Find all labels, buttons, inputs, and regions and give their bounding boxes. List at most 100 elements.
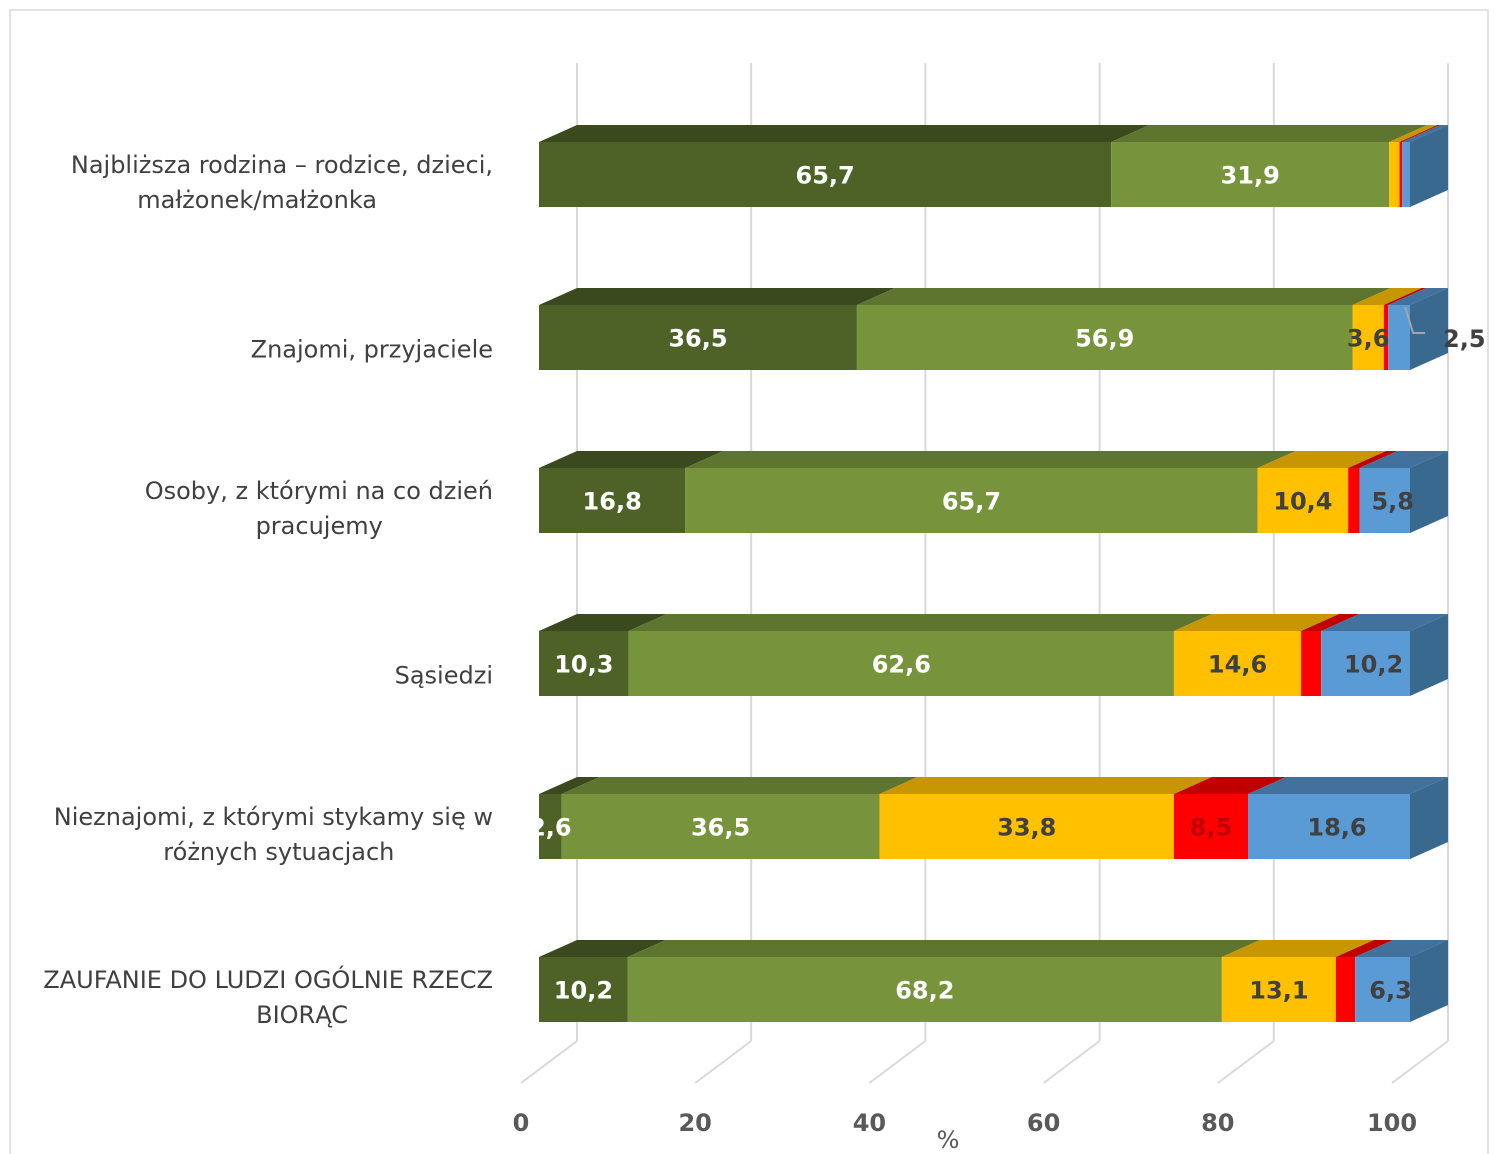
category-label: Osoby, z którymi na co dzień bbox=[145, 477, 493, 505]
bar-segment bbox=[1355, 957, 1410, 1022]
data-label: 36,5 bbox=[668, 325, 727, 353]
x-tick-label: 40 bbox=[853, 1109, 886, 1137]
data-label: 13,1 bbox=[1249, 977, 1308, 1005]
data-label: 10,2 bbox=[1344, 651, 1403, 679]
data-label: 62,6 bbox=[872, 651, 931, 679]
category-label: Najbliższa rodzina – rodzice, dzieci, bbox=[71, 151, 493, 179]
category-label: BIORĄC bbox=[256, 1001, 348, 1029]
bar-top-face bbox=[1402, 125, 1448, 142]
category-label: Sąsiedzi bbox=[395, 662, 493, 690]
bar-top-face bbox=[1348, 451, 1398, 468]
x-tick-label: 100 bbox=[1367, 1109, 1417, 1137]
bar-segment bbox=[1399, 142, 1403, 207]
bar-top-face bbox=[1355, 940, 1448, 957]
data-label: 8,5 bbox=[1190, 814, 1233, 842]
bar-segment bbox=[539, 142, 1112, 207]
data-label: 5,8 bbox=[1371, 488, 1414, 516]
callout-label: 2,5 bbox=[1443, 325, 1486, 353]
bar-side-face bbox=[1410, 451, 1448, 533]
bar-segment bbox=[1111, 142, 1390, 207]
data-label: 16,8 bbox=[583, 488, 642, 516]
bar-top-face bbox=[1388, 288, 1448, 305]
category-label: małżonek/małżonka bbox=[137, 186, 377, 214]
bar-side-face bbox=[1410, 125, 1448, 207]
bar-top-face bbox=[1111, 125, 1428, 142]
data-label: 10,4 bbox=[1273, 488, 1332, 516]
bar-segment bbox=[1221, 957, 1336, 1022]
bar-segment bbox=[1301, 631, 1322, 696]
bar-segment bbox=[685, 468, 1258, 533]
data-label: 18,6 bbox=[1307, 814, 1366, 842]
data-label: 56,9 bbox=[1075, 325, 1134, 353]
bar-top-face bbox=[539, 777, 600, 794]
bar-top-face bbox=[539, 614, 667, 631]
bar-top-face bbox=[539, 940, 666, 957]
bar-top-face bbox=[1335, 940, 1394, 957]
bar-top-face bbox=[856, 288, 1391, 305]
category-label: ZAUFANIE DO LUDZI OGÓLNIE RZECZ bbox=[43, 964, 493, 994]
x-tick-label: 20 bbox=[678, 1109, 711, 1137]
bar-segment bbox=[1335, 957, 1356, 1022]
bar-top-face bbox=[1383, 288, 1427, 305]
bar-top-face bbox=[1247, 777, 1448, 794]
bar-segment bbox=[1383, 305, 1389, 370]
bar-top-face bbox=[627, 940, 1260, 957]
floor-gridline bbox=[520, 1040, 578, 1084]
category-label: Nieznajomi, z którymi stykamy się w bbox=[54, 803, 493, 831]
bar-top-face bbox=[1257, 451, 1387, 468]
bar-segment bbox=[539, 631, 629, 696]
bar-segment bbox=[539, 957, 628, 1022]
category-label: różnych sytuacjach bbox=[163, 838, 394, 866]
bar-top-face bbox=[539, 288, 895, 305]
bar-top-face bbox=[685, 451, 1296, 468]
bar-segment bbox=[1402, 142, 1410, 207]
bar-top-face bbox=[539, 451, 724, 468]
x-tick-label: 60 bbox=[1027, 1109, 1060, 1137]
data-label: 65,7 bbox=[796, 162, 855, 190]
bar-segment bbox=[1389, 142, 1400, 207]
data-label: 10,2 bbox=[554, 977, 613, 1005]
x-axis-title: % bbox=[937, 1126, 960, 1154]
bar-top-face bbox=[1173, 614, 1340, 631]
data-label: 33,8 bbox=[997, 814, 1056, 842]
bar-top-face bbox=[1173, 777, 1286, 794]
bar-segment bbox=[1247, 794, 1410, 859]
data-label: 36,5 bbox=[691, 814, 750, 842]
category-label: Znajomi, przyjaciele bbox=[251, 336, 493, 364]
bar-segment bbox=[1257, 468, 1349, 533]
bar-segment bbox=[1173, 631, 1302, 696]
bar-top-face bbox=[1399, 125, 1441, 142]
bar-top-face bbox=[561, 777, 918, 794]
bar-top-face bbox=[1389, 125, 1438, 142]
data-label: 68,2 bbox=[895, 977, 954, 1005]
bar-segment bbox=[856, 305, 1353, 370]
bar-side-face bbox=[1410, 777, 1448, 859]
bar-side-face bbox=[1410, 288, 1448, 370]
bar-top-face bbox=[539, 125, 1150, 142]
bar-segment bbox=[627, 957, 1222, 1022]
bar-segment bbox=[1348, 468, 1360, 533]
data-label: 6,3 bbox=[1369, 977, 1412, 1005]
floor-gridline bbox=[694, 1040, 752, 1084]
category-label: pracujemy bbox=[256, 512, 383, 540]
floor-gridline bbox=[868, 1040, 927, 1084]
bar-segment bbox=[561, 794, 880, 859]
bar-top-face bbox=[879, 777, 1212, 794]
chart-border bbox=[9, 9, 1489, 1154]
bar-segment bbox=[879, 794, 1174, 859]
floor-gridline bbox=[1391, 1040, 1449, 1084]
floor-gridline bbox=[1217, 1040, 1275, 1084]
bar-top-face bbox=[1352, 288, 1422, 305]
bar-top-face bbox=[1301, 614, 1360, 631]
bar-segment bbox=[539, 468, 686, 533]
x-tick-label: 0 bbox=[513, 1109, 530, 1137]
x-tick-label: 80 bbox=[1201, 1109, 1234, 1137]
bar-side-face bbox=[1410, 940, 1448, 1022]
bar-segment bbox=[628, 631, 1174, 696]
floor-gridline bbox=[1042, 1040, 1101, 1084]
bar-segment bbox=[1359, 468, 1410, 533]
bar-side-face bbox=[1410, 614, 1448, 696]
data-label: 10,3 bbox=[554, 651, 613, 679]
callout-leader-line bbox=[1404, 306, 1426, 334]
